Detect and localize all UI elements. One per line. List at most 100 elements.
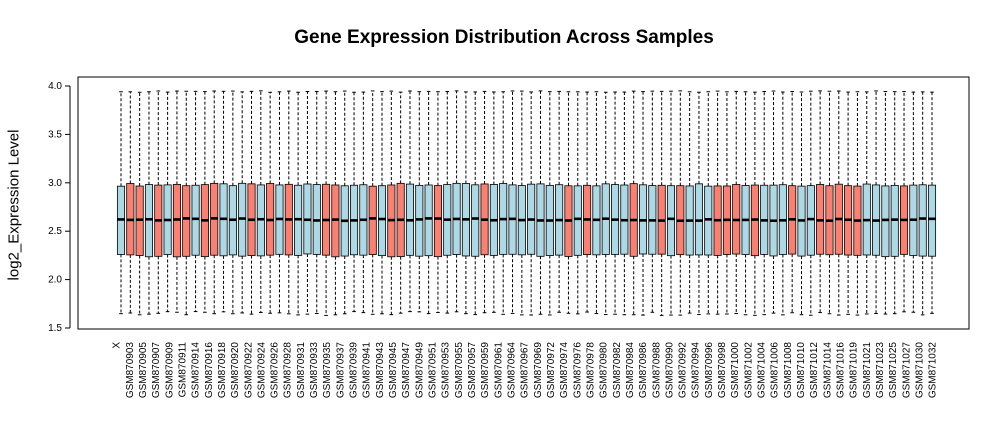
box bbox=[480, 90, 489, 314]
box bbox=[377, 91, 387, 315]
x-tick-label: GSM870955 bbox=[454, 342, 465, 399]
box-body bbox=[424, 184, 433, 257]
box bbox=[359, 91, 368, 314]
plot-frame bbox=[77, 76, 970, 330]
x-tick-label: GSM870947 bbox=[401, 342, 412, 399]
box bbox=[555, 90, 564, 313]
box bbox=[163, 91, 172, 313]
box bbox=[312, 90, 321, 314]
y-tick-label: 1.5 bbox=[48, 323, 62, 334]
box bbox=[778, 91, 787, 316]
box bbox=[564, 91, 573, 314]
box bbox=[284, 90, 293, 315]
y-tick-label: 3.5 bbox=[48, 129, 62, 140]
x-tick-label: GSM871021 bbox=[862, 342, 873, 399]
box bbox=[722, 91, 731, 315]
x-tick-label: GSM870974 bbox=[559, 342, 570, 399]
x-tick-label: GSM870937 bbox=[335, 342, 346, 399]
box bbox=[405, 90, 415, 313]
x-tick-label: GSM870959 bbox=[480, 342, 491, 399]
box bbox=[583, 91, 592, 313]
x-tick-label: X bbox=[112, 342, 123, 349]
x-tick-label: GSM870939 bbox=[349, 342, 360, 399]
x-tick-label: GSM870918 bbox=[217, 342, 228, 399]
box bbox=[275, 91, 284, 314]
box bbox=[890, 91, 899, 315]
x-tick-label: GSM870976 bbox=[572, 342, 583, 399]
x-tick-label: GSM871019 bbox=[849, 342, 860, 399]
box bbox=[266, 91, 275, 314]
x-tick-label: GSM870972 bbox=[546, 342, 557, 399]
box bbox=[499, 91, 508, 315]
box bbox=[489, 91, 498, 313]
box bbox=[415, 91, 424, 313]
box-body bbox=[144, 184, 154, 258]
x-tick-label: GSM870951 bbox=[428, 342, 439, 399]
x-tick-label: GSM870935 bbox=[322, 342, 333, 399]
box-body bbox=[191, 184, 200, 256]
box bbox=[135, 91, 144, 316]
x-tick-label: GSM870945 bbox=[388, 342, 399, 399]
box bbox=[517, 90, 526, 316]
box bbox=[228, 90, 237, 315]
x-tick-label: GSM870933 bbox=[309, 342, 320, 399]
box bbox=[797, 91, 806, 316]
box bbox=[322, 90, 331, 316]
box bbox=[471, 91, 480, 316]
box bbox=[256, 90, 265, 313]
box bbox=[704, 91, 713, 315]
y-tick-label: 3.0 bbox=[48, 178, 62, 189]
x-tick-label: GSM870969 bbox=[533, 342, 544, 399]
box bbox=[638, 91, 648, 316]
box-body bbox=[433, 185, 442, 258]
x-tick-label: GSM870992 bbox=[678, 342, 689, 399]
box bbox=[853, 91, 862, 316]
box-body bbox=[182, 185, 191, 257]
box bbox=[508, 90, 517, 314]
x-tick-label: GSM870941 bbox=[362, 342, 373, 399]
box bbox=[685, 91, 694, 314]
box-body bbox=[415, 184, 424, 257]
x-tick-label: GSM870905 bbox=[138, 342, 149, 399]
x-tick-label: GSM870909 bbox=[164, 342, 175, 399]
y-tick-label: 4.0 bbox=[48, 81, 62, 92]
box bbox=[732, 90, 741, 314]
x-tick-label: GSM870988 bbox=[651, 342, 662, 399]
x-tick-label: GSM871004 bbox=[757, 342, 768, 399]
x-tick-label: GSM871010 bbox=[796, 342, 807, 399]
x-tick-label: GSM871016 bbox=[836, 342, 847, 399]
box bbox=[806, 90, 815, 316]
box-body bbox=[806, 185, 815, 256]
box bbox=[611, 91, 620, 315]
box bbox=[172, 90, 181, 313]
box bbox=[760, 91, 769, 316]
x-axis-labels: X GSM870903 GSM870905 GSM870907 GSM870909 GSM… bbox=[112, 342, 939, 399]
box-body bbox=[881, 185, 890, 258]
box bbox=[126, 91, 135, 314]
x-tick-label: GSM870996 bbox=[704, 342, 715, 399]
box bbox=[592, 91, 601, 315]
box-body bbox=[368, 185, 377, 255]
box bbox=[433, 91, 442, 313]
box-body bbox=[377, 185, 387, 257]
x-tick-label: GSM870986 bbox=[638, 342, 649, 399]
x-tick-label: GSM870957 bbox=[467, 342, 478, 399]
box bbox=[331, 91, 340, 316]
boxes-layer bbox=[116, 90, 937, 316]
box bbox=[247, 90, 256, 315]
box bbox=[536, 90, 545, 315]
box bbox=[387, 90, 396, 316]
x-tick-label: GSM871027 bbox=[901, 342, 912, 399]
x-tick-label: GSM870980 bbox=[599, 342, 610, 399]
x-tick-label: GSM870953 bbox=[441, 342, 452, 399]
box bbox=[834, 90, 843, 316]
box bbox=[741, 91, 750, 316]
x-tick-label: GSM870994 bbox=[691, 342, 702, 399]
box-body bbox=[927, 184, 937, 257]
x-tick-label: GSM870924 bbox=[256, 342, 267, 399]
box bbox=[676, 90, 685, 316]
x-tick-label: GSM870922 bbox=[243, 342, 254, 399]
box bbox=[881, 91, 890, 315]
box bbox=[788, 90, 797, 314]
